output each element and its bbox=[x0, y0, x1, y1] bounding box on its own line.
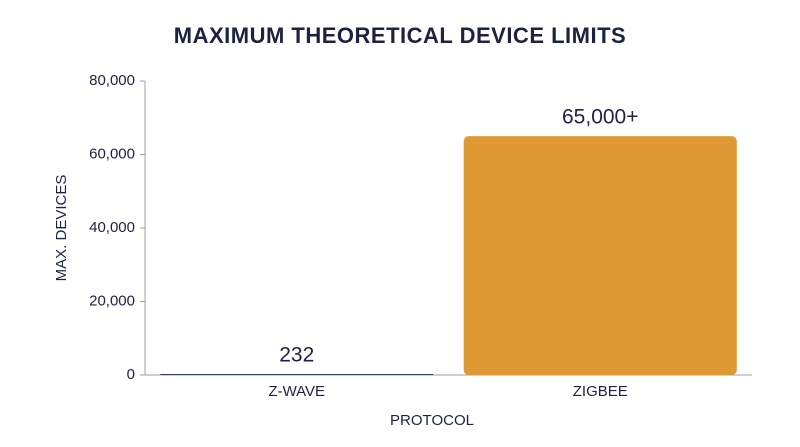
chart-title: MAXIMUM THEORETICAL DEVICE LIMITS bbox=[174, 23, 626, 48]
y-tick-label: 20,000 bbox=[89, 292, 135, 309]
x-tick-label: Z-WAVE bbox=[268, 383, 325, 400]
bar bbox=[160, 374, 434, 375]
bar bbox=[463, 136, 737, 375]
y-tick-label: 40,000 bbox=[89, 219, 135, 236]
y-tick-label: 0 bbox=[127, 366, 135, 383]
x-axis-label: PROTOCOL bbox=[390, 412, 474, 429]
y-tick-label: 60,000 bbox=[89, 145, 135, 162]
value-label: 65,000+ bbox=[562, 106, 639, 129]
value-label: 232 bbox=[279, 344, 314, 367]
x-tick-label: ZIGBEE bbox=[573, 383, 628, 400]
y-tick-label: 80,000 bbox=[89, 72, 135, 89]
y-axis-label: MAX. DEVICES bbox=[53, 175, 70, 282]
